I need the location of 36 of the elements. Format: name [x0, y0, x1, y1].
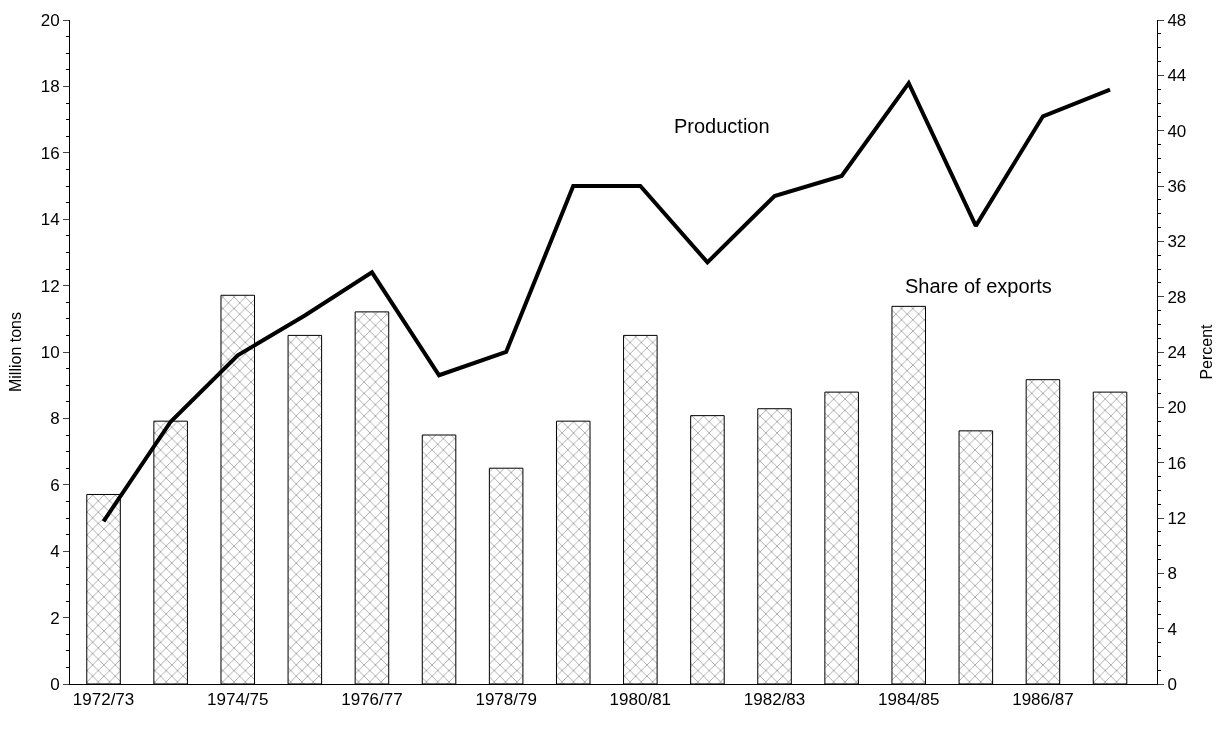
y-tick-label: 14 — [40, 210, 60, 230]
y2-tick-label: 20 — [1167, 398, 1187, 418]
x-tick-label: 1974/75 — [207, 690, 269, 710]
y2-tick-label: 40 — [1167, 121, 1187, 141]
x-tick-label: 1982/83 — [743, 690, 806, 710]
y2-tick-label: 24 — [1167, 342, 1187, 362]
y-tick-label: 20 — [40, 10, 60, 30]
y2-tick-label: 16 — [1167, 453, 1187, 473]
y2-tick-label: 4 — [1167, 619, 1177, 639]
y2-tick-label: 36 — [1167, 176, 1187, 196]
y2-tick-label: 44 — [1167, 66, 1187, 86]
y2-tick-label: 32 — [1167, 232, 1187, 252]
y2-tick-label: 28 — [1167, 287, 1187, 307]
x-tick-label: 1976/77 — [341, 690, 403, 710]
x-tick-label: 1984/85 — [878, 690, 940, 710]
y2-axis-title: Percent — [1198, 323, 1216, 380]
y-tick-label: 6 — [50, 475, 60, 495]
y-tick-label: 18 — [40, 77, 60, 97]
x-tick-label: 1986/87 — [1012, 690, 1074, 710]
y2-tick-label: 0 — [1167, 674, 1177, 694]
y2-tick-label: 8 — [1167, 564, 1177, 584]
y2-tick-label: 12 — [1167, 508, 1187, 528]
x-tick-label: 1980/81 — [609, 690, 672, 710]
text: Production — [674, 115, 770, 137]
x-tick-label: 1978/79 — [475, 690, 537, 710]
x-tick-label: 1972/73 — [72, 690, 135, 710]
series-label: Share of exports — [905, 275, 1052, 297]
y-tick-label: 8 — [50, 409, 60, 429]
y-axis-title: Million tons — [6, 311, 24, 393]
y-tick-label: 10 — [40, 342, 60, 362]
y-tick-label: 2 — [50, 608, 60, 628]
y-tick-label: 0 — [50, 674, 60, 694]
y2-tick-label: 48 — [1167, 10, 1187, 30]
y-tick-label: 4 — [50, 542, 60, 562]
y-tick-label: 16 — [40, 143, 60, 163]
y-tick-label: 12 — [40, 276, 60, 296]
